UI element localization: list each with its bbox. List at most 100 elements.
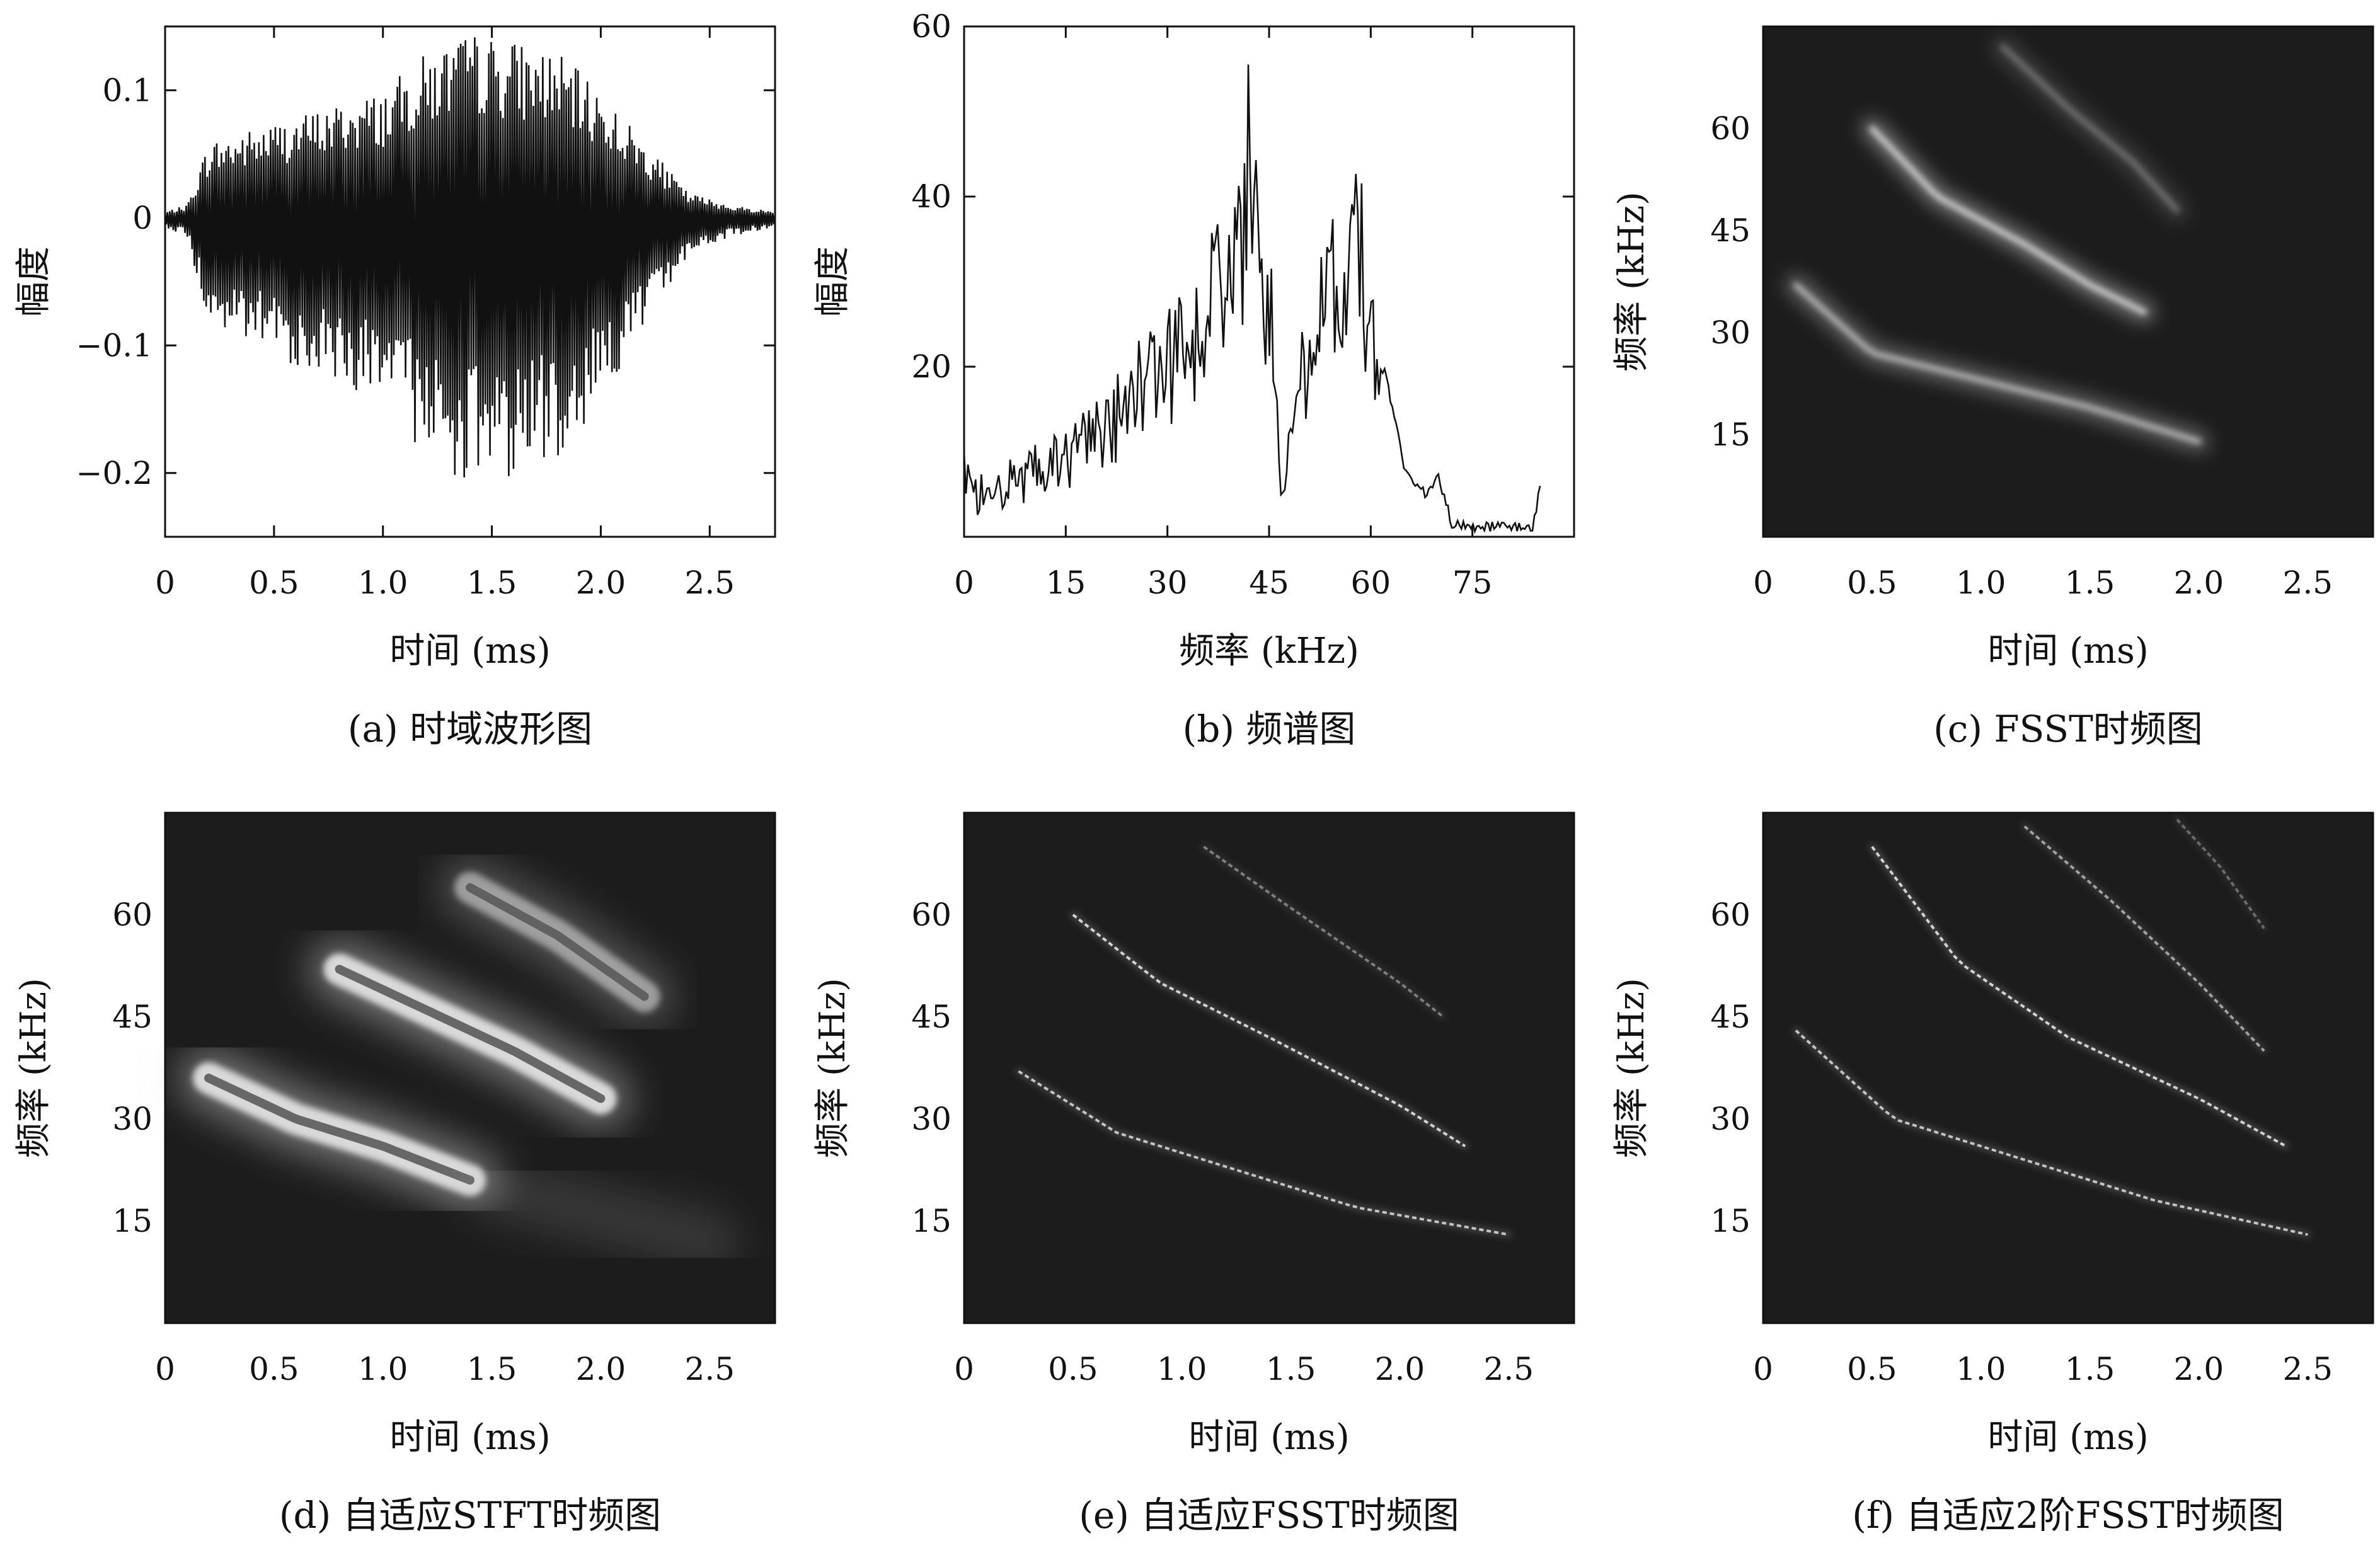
x-axis-label: 时间 (ms) [1987,631,2148,672]
x-tick-label: 0 [155,565,175,601]
series-line [165,37,775,478]
panel-caption: (a) 时域波形图 [348,708,592,750]
ridge-1 [1869,125,2147,316]
panel-caption: (c) FSST时频图 [1933,708,2203,750]
y-tick-label: 0 [132,200,152,236]
ridge-2 [1999,43,2180,214]
panel-f: 0 0.5 1.0 1.5 2.0 2.5 15 30 45 60 时间 (ms) 频率 (kHz) (… [1611,811,2374,1537]
y-tick-label: 45 [1710,999,1751,1035]
ridge-2 [2023,825,2265,1052]
x-tick-label: 0 [1753,1351,1773,1387]
x-axis-label: 时间 (ms) [389,1417,550,1458]
x-tick-label: 0.5 [249,1351,299,1387]
ridge-0 [1793,282,2202,445]
ridge-1 [1072,914,1466,1147]
panel-e: 0 0.5 1.0 1.5 2.0 2.5 15 30 45 60 时间 (ms) 频率 (kHz) (… [812,811,1575,1537]
y-tick-label: −0.1 [76,327,152,364]
x-tick-label: 2.5 [2283,565,2333,601]
x-tick-label: 1.0 [358,565,408,601]
x-tick-label: 0 [1753,565,1773,601]
heatmap-background [1763,813,2373,1323]
x-tick-label: 2.5 [685,1351,735,1387]
y-axis-label: 频率 (kHz) [812,978,853,1158]
y-axis-label: 频率 (kHz) [1611,978,1652,1158]
ridge-0 [1795,1029,2308,1236]
panel-caption: (f) 自适应2阶FSST时频图 [1852,1494,2284,1537]
series-line [964,64,1541,534]
x-tick-label: 2.0 [576,1351,626,1387]
ridge-3-glow [462,1157,740,1271]
y-tick-label: 40 [911,178,951,215]
x-tick-label: 1.0 [1956,565,2006,601]
x-tick-label: 2.0 [576,565,626,601]
ridge-2-core [466,883,649,1001]
y-tick-label: 60 [112,897,152,933]
y-tick-label: 0.1 [102,72,152,108]
x-tick-label: 1.5 [467,1351,517,1387]
y-axis-label: 幅度 [13,246,54,317]
plot-frame [1762,811,2374,1324]
ridge-2 [1203,846,1444,1018]
y-tick-label: 15 [1710,1203,1751,1239]
y-tick-label: 30 [1710,314,1751,351]
y-tick-label: 30 [1710,1101,1751,1137]
x-tick-label: 1.0 [1157,1351,1207,1387]
y-axis-label: 幅度 [812,246,853,317]
x-tick-label: 60 [1351,565,1391,601]
y-tick-label: −0.2 [76,455,152,491]
x-tick-label: 0.5 [1847,1351,1897,1387]
x-tick-label: 1.5 [1266,1351,1316,1387]
ridge-3 [2176,818,2265,929]
x-tick-label: 0.5 [249,565,299,601]
x-tick-label: 0.5 [1847,565,1897,601]
y-tick-label: 60 [1710,897,1751,933]
y-tick-label: 45 [1710,212,1751,249]
x-tick-label: 2.5 [685,565,735,601]
plot-frame [1762,25,2374,538]
panel-b: 0 15 30 45 60 75 20 40 60 频率 (kHz) 幅度 (b) 频谱图 [812,8,1575,750]
y-tick-label: 45 [911,999,951,1035]
y-tick-label: 30 [911,1101,951,1137]
x-tick-label: 2.0 [2174,565,2224,601]
y-tick-label: 15 [911,1203,951,1239]
ridge-1-core [335,965,606,1103]
x-tick-label: 1.0 [1956,1351,2006,1387]
x-tick-label: 0 [954,1351,974,1387]
ridge-2-glow [1200,844,1447,1020]
x-tick-label: 0 [954,565,974,601]
ridge-0-core [204,1074,474,1185]
plot-frame [963,25,1575,538]
x-tick-label: 2.5 [1484,1351,1534,1387]
ridge-1 [1871,846,2287,1147]
y-tick-label: 60 [911,8,951,45]
y-tick-label: 45 [112,999,152,1035]
x-tick-label: 1.0 [358,1351,408,1387]
plot-frame [963,811,1575,1324]
panel-a: 0 0.5 1.0 1.5 2.0 2.5 0.1 0 −0.1 −0.2 时间 (ms) 幅度 (a)… [13,25,776,750]
x-tick-label: 15 [1046,565,1086,601]
x-tick-label: 1.5 [2065,565,2115,601]
x-tick-label: 0 [155,1351,175,1387]
x-axis-label: 时间 (ms) [1188,1417,1349,1458]
y-axis-label: 频率 (kHz) [1611,192,1652,372]
x-tick-label: 2.0 [1375,1351,1425,1387]
y-tick-label: 30 [112,1101,152,1137]
panel-caption: (b) 频谱图 [1183,708,1356,750]
x-tick-label: 1.5 [2065,1351,2115,1387]
x-tick-label: 2.0 [2174,1351,2224,1387]
panel-caption: (d) 自适应STFT时频图 [279,1494,661,1537]
ridge-3-glow [2173,816,2268,932]
panel-c: 0 0.5 1.0 1.5 2.0 2.5 15 30 45 60 时间 (ms) 频率 (kHz) (… [1611,25,2374,750]
x-tick-label: 0.5 [1048,1351,1098,1387]
x-tick-label: 45 [1249,565,1289,601]
heatmap-background [964,813,1574,1323]
y-tick-label: 60 [1710,110,1751,147]
y-tick-label: 20 [911,348,951,385]
y-tick-label: 60 [911,897,951,933]
y-tick-label: 15 [1710,416,1751,453]
x-axis-label: 频率 (kHz) [1179,631,1359,672]
panel-caption: (e) 自适应FSST时频图 [1079,1494,1459,1537]
ridge-0-glow [1015,1068,1512,1238]
x-tick-label: 1.5 [467,565,517,601]
